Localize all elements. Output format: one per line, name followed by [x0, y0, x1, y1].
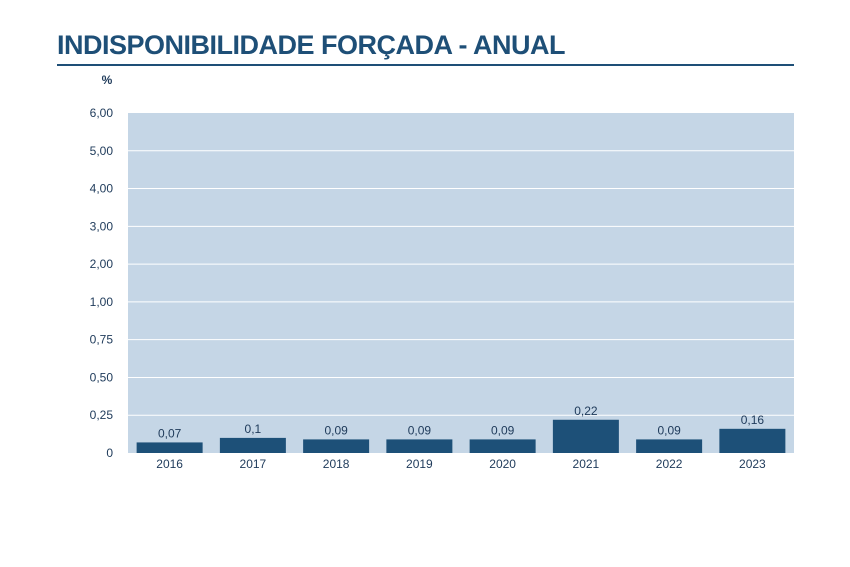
y-tick-label: 0,75 [90, 333, 114, 347]
y-tick-label: 2,00 [90, 257, 114, 271]
bar [552, 419, 619, 453]
x-tick-label: 2019 [406, 457, 433, 471]
y-tick-label: 5,00 [90, 144, 114, 158]
data-label: 0,09 [324, 423, 348, 437]
bar [386, 439, 453, 453]
bar [303, 439, 370, 453]
y-axis-unit-label: % [102, 73, 113, 87]
y-tick-label: 0,25 [90, 408, 114, 422]
y-tick-label: 6,00 [90, 106, 114, 120]
bar [469, 439, 536, 453]
x-tick-label: 2018 [323, 457, 350, 471]
data-label: 0,22 [574, 404, 598, 418]
x-axis-tick-labels: 2016 2017 2018 2019 2020 2021 2022 2023 [156, 457, 766, 471]
data-label: 0,07 [158, 426, 182, 440]
y-tick-label: 4,00 [90, 182, 114, 196]
data-label: 0,16 [741, 413, 765, 427]
y-tick-label: 1,00 [90, 295, 114, 309]
x-tick-label: 2017 [240, 457, 267, 471]
bar [136, 442, 203, 453]
plot-background [128, 113, 794, 453]
x-tick-label: 2023 [739, 457, 766, 471]
y-tick-label: 3,00 [90, 219, 114, 233]
data-labels: 0,07 0,1 0,09 0,09 0,09 0,22 0,09 0,16 [158, 404, 764, 441]
x-tick-label: 2022 [656, 457, 683, 471]
chart-title: INDISPONIBILIDADE FORÇADA - ANUAL [57, 30, 565, 60]
x-tick-label: 2016 [156, 457, 183, 471]
y-tick-label: 0 [106, 446, 113, 460]
x-tick-label: 2021 [573, 457, 600, 471]
data-label: 0,09 [491, 423, 515, 437]
bar [219, 437, 286, 453]
y-tick-label: 0,50 [90, 370, 114, 384]
data-label: 0,09 [657, 423, 681, 437]
y-axis-tick-labels: 0 0,25 0,50 0,75 1,00 2,00 3,00 4,00 5,00 6,00 [90, 106, 114, 460]
bar [636, 439, 703, 453]
x-tick-label: 2020 [489, 457, 516, 471]
data-label: 0,1 [245, 422, 262, 436]
bar [719, 428, 786, 453]
bars [136, 419, 786, 453]
title-underline [57, 64, 794, 66]
data-label: 0,09 [408, 423, 432, 437]
gridlines [128, 150, 794, 416]
